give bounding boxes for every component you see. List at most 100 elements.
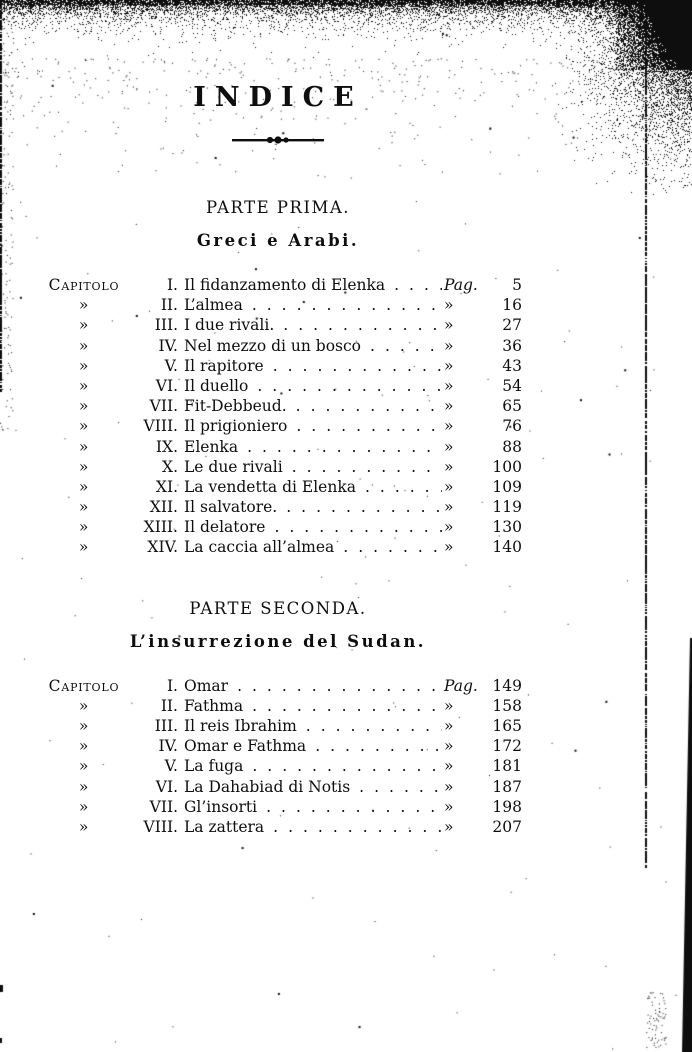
chapter-numeral: I. xyxy=(166,276,178,294)
chapter-column-label: » xyxy=(78,817,90,836)
page-mark: » xyxy=(444,737,454,756)
chapter-numeral: V. xyxy=(164,356,178,375)
toc-entry: » XIV. La caccia all’almea .............… xyxy=(40,538,522,558)
page-number: 130 xyxy=(492,518,522,537)
page-mark: » xyxy=(444,376,454,395)
page-mark: » xyxy=(444,538,454,557)
page-number: 198 xyxy=(492,797,522,816)
toc-entry: » XI. La vendetta di Elenka ............… xyxy=(40,478,522,498)
dot-leader: ........................................ xyxy=(247,437,442,456)
toc-entry: » VII. Gl’insorti ......................… xyxy=(40,798,522,818)
toc-part2: Capitolo I. Omar .......................… xyxy=(40,677,522,839)
divider-rule-icon xyxy=(232,136,324,144)
chapter-numeral: VIII. xyxy=(143,417,179,436)
chapter-numeral: VII. xyxy=(149,797,178,816)
toc-entry: » VI. Il duello ........................… xyxy=(40,377,522,397)
toc-entry: Capitolo I. Il fidanzamento di Elenka ..… xyxy=(40,276,522,296)
page-title: INDICE xyxy=(193,82,363,113)
toc-entry: » IV. Omar e Fathma ....................… xyxy=(40,737,522,757)
chapter-column-label: » xyxy=(78,777,90,796)
page-number: 65 xyxy=(502,397,522,416)
page-mark: » xyxy=(444,817,454,836)
toc-entry: » VIII. La zattera .....................… xyxy=(40,818,522,838)
page-number: 76 xyxy=(502,417,522,436)
chapter-numeral: VIII. xyxy=(143,817,179,836)
toc-entry: » V. Il rapitore .......................… xyxy=(40,357,522,377)
page-number: 181 xyxy=(492,757,522,776)
dot-leader: ........................................ xyxy=(237,676,442,695)
dot-leader: ........................................ xyxy=(273,817,442,836)
page-number: 54 xyxy=(502,376,522,395)
page-mark: » xyxy=(444,356,454,375)
toc-entry: » IX. Elenka ...........................… xyxy=(40,438,522,458)
chapter-column-label: » xyxy=(78,336,90,355)
page-mark: » xyxy=(444,296,454,315)
toc-entry: » V. La fuga ...........................… xyxy=(40,757,522,777)
chapter-column-label: Capitolo xyxy=(48,676,120,695)
page-mark: » xyxy=(444,437,454,456)
chapter-column-label: » xyxy=(78,498,90,517)
chapter-column-label: » xyxy=(78,316,90,335)
dot-leader: ........................................ xyxy=(252,757,442,776)
page-mark: » xyxy=(444,696,454,715)
chapter-column-label: » xyxy=(78,757,90,776)
page-number: 140 xyxy=(492,538,522,557)
page-number: 119 xyxy=(492,498,522,517)
chapter-column-label: » xyxy=(78,296,90,315)
part1-subtitle: Greci e Arabi. xyxy=(196,231,360,250)
page-mark: » xyxy=(444,397,454,416)
chapter-numeral: II. xyxy=(160,696,178,715)
chapter-column-label: » xyxy=(78,737,90,756)
index-content: INDICE PARTE PRIMA. Greci e Arabi. Capit… xyxy=(0,82,692,838)
chapter-title: Il fidanzamento di Elenka xyxy=(184,276,386,294)
dot-leader: ........................................ xyxy=(296,417,442,436)
chapter-column-label: Capitolo xyxy=(48,276,120,294)
chapter-numeral: IX. xyxy=(155,437,178,456)
chapter-numeral: XIV. xyxy=(147,538,178,557)
chapter-title: Il delatore xyxy=(184,518,266,537)
page-mark: » xyxy=(444,717,454,735)
dot-leader: ........................................ xyxy=(257,376,442,395)
page-number: 43 xyxy=(502,356,522,375)
chapter-column-label: » xyxy=(78,477,90,496)
dot-leader: ........................................ xyxy=(370,336,442,355)
toc-entry: » III. Il reis Ibrahim .................… xyxy=(40,717,522,737)
chapter-title: La zattera xyxy=(184,817,265,836)
toc-entry: » II. L’almea ..........................… xyxy=(40,296,522,316)
page-number: 158 xyxy=(492,696,522,715)
page-mark: » xyxy=(444,336,454,355)
chapter-title: I due rivali. xyxy=(184,316,275,335)
dot-leader: ........................................ xyxy=(343,538,442,557)
page-number: 207 xyxy=(492,817,522,836)
dot-leader: ........................................ xyxy=(305,717,442,735)
chapter-numeral: I. xyxy=(166,676,178,695)
part2-subtitle: L’insurrezione del Sudan. xyxy=(129,631,427,651)
chapter-column-label: » xyxy=(78,797,90,816)
chapter-column-label: » xyxy=(78,538,90,557)
divider-ornament xyxy=(38,131,518,150)
chapter-numeral: IV. xyxy=(158,336,178,355)
page-number: 109 xyxy=(492,477,522,496)
chapter-title: La fuga xyxy=(184,757,244,776)
page-mark: » xyxy=(444,457,454,476)
dot-leader: ........................................ xyxy=(364,477,442,496)
dot-leader: ........................................ xyxy=(272,356,442,375)
part1-heading: PARTE PRIMA. xyxy=(205,198,351,217)
chapter-title: Omar e Fathma xyxy=(184,737,307,756)
chapter-column-label: » xyxy=(78,356,90,375)
toc-entry: » IV. Nel mezzo di un bosco ............… xyxy=(40,337,522,357)
dot-leader: ........................................ xyxy=(295,397,442,416)
page-number: 36 xyxy=(502,336,522,355)
dot-leader: ........................................ xyxy=(291,457,442,476)
chapter-column-label: » xyxy=(78,437,90,456)
chapter-numeral: III. xyxy=(154,717,178,735)
toc-entry: » VI. La Dahabiad di Notis .............… xyxy=(40,778,522,798)
page-number: 165 xyxy=(492,717,522,735)
dot-leader: ........................................ xyxy=(266,797,442,816)
chapter-title: Il prigioniero xyxy=(184,417,288,436)
chapter-title: Gl’insorti xyxy=(184,797,258,816)
page-mark: » xyxy=(444,797,454,816)
chapter-title: La caccia all’almea xyxy=(184,538,335,557)
toc-entry: Capitolo I. Omar .......................… xyxy=(40,677,522,697)
